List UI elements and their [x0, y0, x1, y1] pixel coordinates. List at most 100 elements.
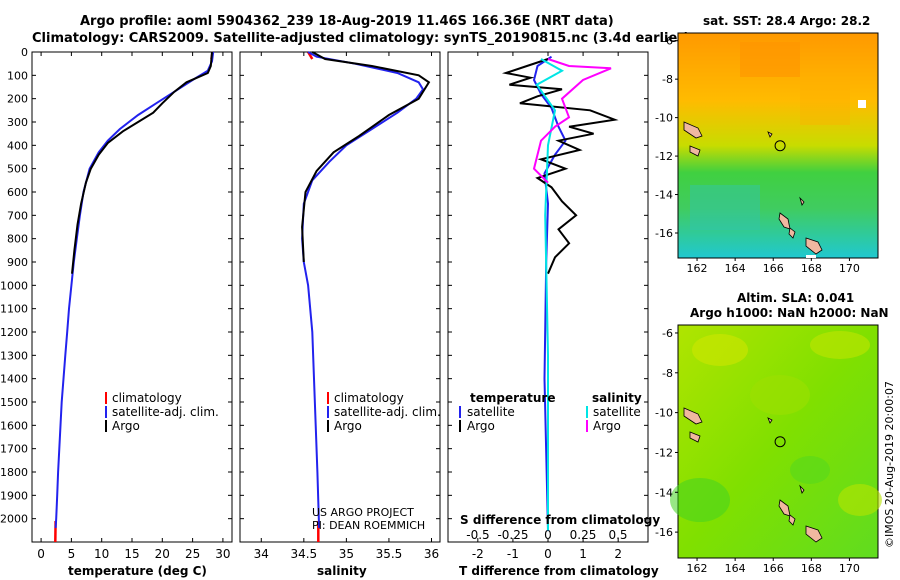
depth-tick-label: 1100 [0, 303, 28, 316]
depth-tick-label: 1700 [0, 443, 28, 456]
series-line-s-argo [532, 58, 612, 184]
x-tick-label: 0 [544, 547, 552, 561]
x-tick-label: -1 [507, 547, 519, 561]
depth-tick-label: 1800 [0, 466, 28, 479]
legend-t-argo-label: Argo [467, 419, 495, 433]
depth-tick-label: 1600 [0, 419, 28, 432]
map-y-tick-label: -8 [662, 367, 673, 380]
map-x-tick-label: 162 [687, 262, 708, 275]
sla-map-subtitle: Argo h1000: NaN h2000: NaN [690, 306, 889, 320]
s-tick-label: 0.5 [608, 528, 627, 542]
x-tick-label: 5 [68, 547, 76, 561]
sla-map [670, 324, 882, 559]
legend-argo-label: Argo [112, 419, 140, 433]
depth-tick-label: 100 [7, 69, 28, 82]
profile-lines [54, 51, 619, 543]
depth-tick-label: 700 [7, 209, 28, 222]
salinity-xlabel: salinity [317, 564, 367, 578]
depth-tick-label: 0 [21, 46, 28, 59]
s-tick-label: -0.5 [466, 528, 489, 542]
map-x-tick-label: 166 [763, 262, 784, 275]
temperature-panel [31, 51, 233, 543]
x-tick-label: 35 [339, 547, 354, 561]
x-tick-label: 1 [579, 547, 587, 561]
sla-map-title: Altim. SLA: 0.041 [737, 291, 854, 305]
sla-islands [683, 407, 823, 543]
depth-tick-label: 400 [7, 139, 28, 152]
temperature-xlabel: temperature (deg C) [68, 564, 207, 578]
legend-argo-label: Argo [334, 419, 362, 433]
s-tick-label: 0 [544, 528, 552, 542]
series-line-argo [71, 51, 213, 274]
footer-credit: ©IMOS 20-Aug-2019 20:00:07 [883, 381, 896, 548]
map-y-tick-label: -10 [655, 112, 673, 125]
x-tick-label: 30 [215, 547, 230, 561]
series-line-satellite-adj-clim- [301, 51, 425, 529]
depth-tick-label: 2000 [0, 513, 28, 526]
legend-sat-label: satellite-adj. clim. [334, 405, 441, 419]
map-y-tick-label: -14 [655, 189, 673, 202]
x-tick-label: 35.5 [376, 547, 403, 561]
map-x-tick-label: 170 [839, 262, 860, 275]
map-x-tick-label: 162 [687, 562, 708, 575]
sst-islands [683, 121, 823, 255]
map-y-tick-label: -6 [662, 327, 673, 340]
map-y-tick-label: -10 [655, 407, 673, 420]
legend-salinity-title: salinity [592, 391, 642, 405]
x-tick-label: 36 [424, 547, 439, 561]
map-y-tick-label: -14 [655, 486, 673, 499]
map-x-tick-label: 164 [725, 262, 746, 275]
legend-s-argo-label: Argo [593, 419, 621, 433]
temperature-x-axis: 0 5 10 15 20 25 30 [37, 52, 231, 561]
x-tick-label: 2 [614, 547, 622, 561]
map-x-tick-label: 164 [725, 562, 746, 575]
temperature-legend: climatology satellite-adj. clim. Argo [105, 391, 219, 433]
map-x-tick-label: 168 [801, 562, 822, 575]
depth-tick-label: 1000 [0, 279, 28, 292]
salinity-x-axis: 34 34.5 35 35.5 36 [254, 52, 439, 561]
x-tick-label: 20 [155, 547, 170, 561]
map-x-tick-label: 170 [839, 562, 860, 575]
legend-clim-label: climatology [334, 391, 404, 405]
x-tick-label: 10 [94, 547, 109, 561]
pi-label: PI: DEAN ROEMMICH [312, 519, 425, 532]
depth-tick-label: 200 [7, 93, 28, 106]
x-tick-label: 34.5 [290, 547, 317, 561]
depth-tick-label: 1400 [0, 373, 28, 386]
depth-tick-label: 500 [7, 163, 28, 176]
difference-x-axis: -2 -1 0 1 2 -0.5 -0.25 0 0.25 0.5 [466, 52, 628, 561]
depth-axis: 0 100 200 300 400 500 600 700 800 900 1000 1100 1200… [0, 46, 648, 526]
s-tick-label: -0.25 [497, 528, 528, 542]
map-y-tick-label: -8 [662, 73, 673, 86]
series-line-argo [301, 51, 431, 263]
project-label: US ARGO PROJECT [312, 506, 414, 519]
map-y-tick-label: -12 [655, 446, 673, 459]
series-line-t-argo [501, 58, 619, 275]
series-line-s-satellite [535, 58, 565, 531]
map-y-tick-label: -6 [662, 35, 673, 48]
sst-map-axes: 162 164 166 168 170 -6 -8 -10 -12 -14 -16 [655, 35, 860, 275]
x-tick-label: 25 [185, 547, 200, 561]
sst-float-marker [774, 140, 786, 152]
depth-tick-label: 1300 [0, 349, 28, 362]
difference-xlabel: T difference from climatology [459, 564, 659, 578]
depth-tick-label: 800 [7, 233, 28, 246]
depth-tick-label: 1200 [0, 326, 28, 339]
header-line2: Climatology: CARS2009. Satellite-adjuste… [32, 31, 690, 46]
sst-map [677, 32, 879, 259]
depth-tick-label: 900 [7, 256, 28, 269]
depth-tick-label: 1900 [0, 489, 28, 502]
legend-clim-label: climatology [112, 391, 182, 405]
header-line1: Argo profile: aoml 5904362_239 18-Aug-20… [80, 14, 614, 29]
s-difference-label: S difference from climatology [460, 513, 660, 527]
depth-tick-label: 1500 [0, 396, 28, 409]
map-x-tick-label: 168 [801, 262, 822, 275]
salinity-legend: climatology satellite-adj. clim. Argo [327, 391, 441, 433]
x-tick-label: 0 [37, 547, 45, 561]
map-y-tick-label: -12 [655, 150, 673, 163]
x-tick-label: 15 [124, 547, 139, 561]
legend-s-sat-label: satellite [593, 405, 641, 419]
sla-float-marker [774, 436, 786, 448]
difference-legend: temperature satellite Argo salinity sate… [459, 391, 642, 433]
